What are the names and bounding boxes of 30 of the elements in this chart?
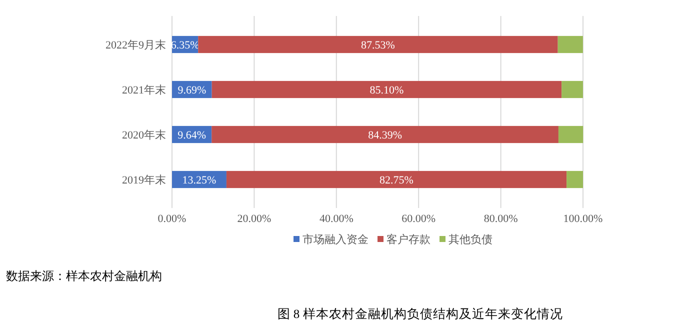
y-tick-label: 2021年末: [122, 83, 166, 96]
data-label: 87.53%: [361, 39, 395, 52]
legend-label: 其他负债: [448, 232, 492, 246]
data-label: 13.25%: [182, 174, 216, 186]
y-tick-label: 2022年9月末: [106, 38, 166, 52]
x-tick-label: 20.00%: [237, 213, 272, 225]
data-label: 9.69%: [178, 84, 206, 96]
x-tick-label: 100.00%: [563, 213, 603, 225]
x-tick-label: 40.00%: [319, 213, 354, 225]
data-label: 84.39%: [368, 129, 402, 142]
data-label: 82.75%: [380, 174, 414, 186]
bar: [566, 170, 583, 188]
text: 图 8 样本农村金融机构负债结构及近年来变化情况: [277, 307, 563, 321]
bar: [562, 80, 583, 98]
source-note: 数据来源：样本农村金融机构: [6, 269, 162, 283]
legend-label: 市场融入资金: [302, 232, 368, 246]
bar: [212, 126, 558, 144]
data-label: 9.64%: [178, 129, 206, 142]
y-tick-label: 2019年末: [122, 173, 166, 186]
legend-label: 客户存款: [386, 232, 430, 246]
bar: [558, 36, 583, 54]
bar: [198, 36, 558, 54]
x-tick-label: 0.00%: [158, 213, 186, 225]
x-tick-label: 60.00%: [402, 213, 436, 225]
data-label: 85.10%: [370, 84, 404, 96]
bar: [226, 170, 567, 188]
bar: [558, 126, 584, 144]
bar: [212, 80, 562, 98]
y-tick-label: 2020年末: [122, 128, 166, 142]
x-tick-label: 80.00%: [484, 213, 518, 225]
